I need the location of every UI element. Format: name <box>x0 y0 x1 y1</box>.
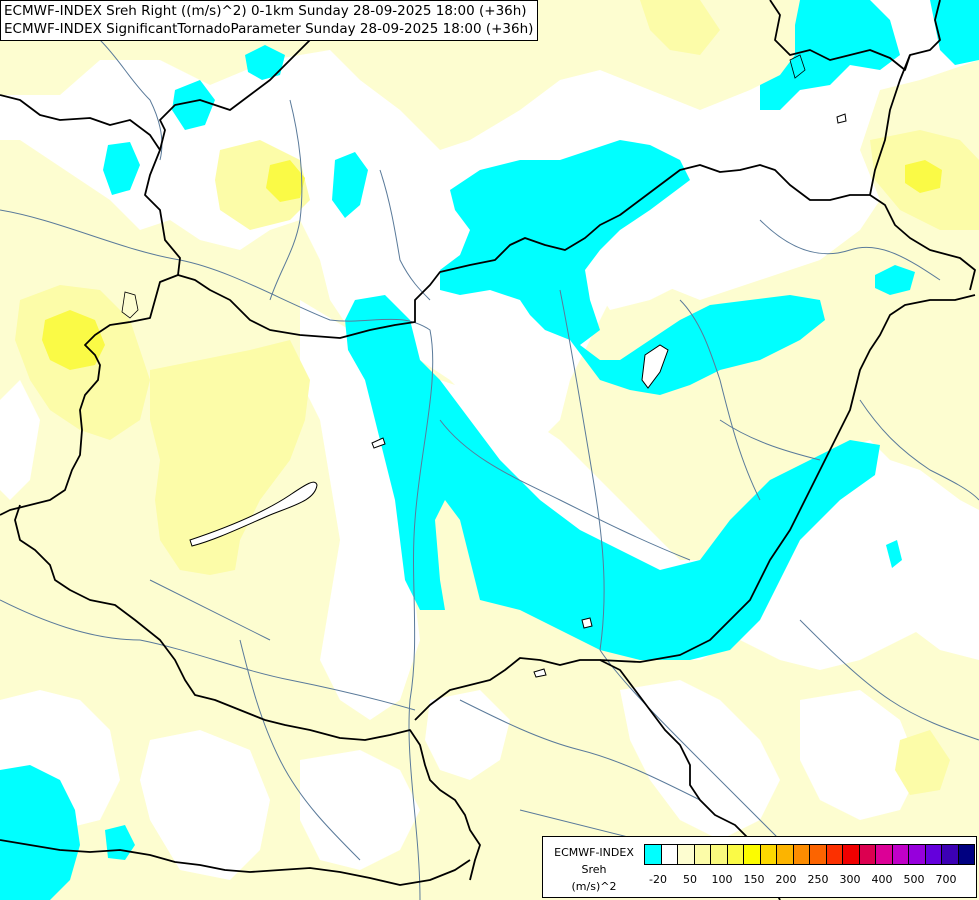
yellow-regions <box>42 160 942 370</box>
legend-swatch <box>924 844 942 865</box>
legend-swatch <box>941 844 959 865</box>
legend-tick-label: 300 <box>839 873 861 886</box>
legend-swatch <box>743 844 761 865</box>
legend-model-label: ECMWF-INDEX <box>554 846 634 859</box>
legend-swatch <box>875 844 893 865</box>
legend-tick-label: 700 <box>935 873 957 886</box>
legend-tick-label: 500 <box>903 873 925 886</box>
legend-tick-label: 50 <box>683 873 697 886</box>
legend-swatch <box>825 844 843 865</box>
legend-swatch <box>776 844 794 865</box>
legend-ticks: -20 50 100 150 200 250 300 400 500 700 <box>644 873 974 889</box>
legend-swatch <box>759 844 777 865</box>
color-legend: ECMWF-INDEX Sreh (m/s)^2 -20 50 100 150 200 2… <box>542 836 977 898</box>
legend-swatches <box>644 844 975 865</box>
title-sreh: ECMWF-INDEX Sreh Right ((m/s)^2) 0-1km S… <box>4 3 527 19</box>
legend-tick-label: 250 <box>807 873 829 886</box>
lakes <box>189 113 847 678</box>
map-title-box: ECMWF-INDEX Sreh Right ((m/s)^2) 0-1km S… <box>0 0 539 41</box>
admin-outlines <box>121 54 806 319</box>
legend-swatch <box>710 844 728 865</box>
legend-swatch <box>809 844 827 865</box>
legend-tick-label: 100 <box>711 873 733 886</box>
title-stp: ECMWF-INDEX SignificantTornadoParameter … <box>4 21 534 37</box>
legend-param-label: Sreh <box>581 863 607 876</box>
legend-swatch <box>891 844 909 865</box>
legend-swatch <box>726 844 744 865</box>
legend-swatch <box>644 844 662 865</box>
legend-tick-label: 200 <box>775 873 797 886</box>
legend-swatch <box>693 844 711 865</box>
legend-tick-label: 400 <box>871 873 893 886</box>
legend-tick-label: -20 <box>649 873 667 886</box>
legend-swatch <box>677 844 695 865</box>
legend-unit-label: (m/s)^2 <box>571 880 617 893</box>
legend-swatch <box>660 844 678 865</box>
legend-swatch <box>858 844 876 865</box>
legend-swatch <box>842 844 860 865</box>
legend-swatch <box>957 844 975 865</box>
legend-swatch <box>792 844 810 865</box>
legend-swatch <box>908 844 926 865</box>
legend-tick-label: 150 <box>743 873 765 886</box>
